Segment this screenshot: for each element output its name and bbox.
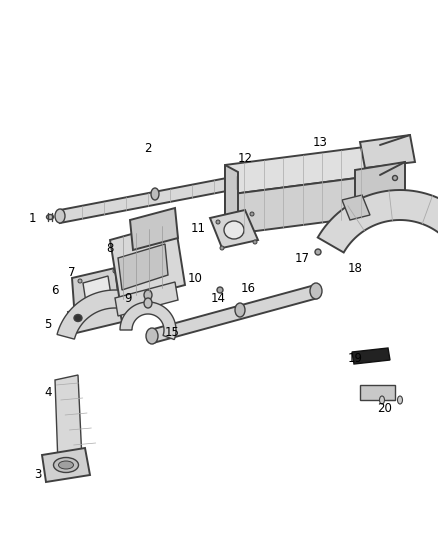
Ellipse shape (315, 249, 321, 255)
Polygon shape (115, 282, 178, 316)
Text: 9: 9 (124, 292, 132, 304)
Ellipse shape (146, 328, 158, 344)
Text: 20: 20 (378, 401, 392, 415)
Text: 18: 18 (348, 262, 362, 274)
Ellipse shape (398, 396, 403, 404)
Polygon shape (57, 290, 145, 339)
Ellipse shape (144, 290, 152, 300)
Text: 7: 7 (68, 265, 76, 279)
Polygon shape (360, 385, 395, 400)
Text: 13: 13 (313, 135, 328, 149)
Ellipse shape (78, 279, 82, 283)
Polygon shape (68, 300, 122, 334)
Ellipse shape (250, 212, 254, 216)
Ellipse shape (76, 316, 80, 320)
Polygon shape (210, 210, 258, 248)
Polygon shape (83, 276, 112, 309)
Ellipse shape (55, 209, 65, 223)
Ellipse shape (59, 461, 74, 469)
Ellipse shape (392, 175, 398, 181)
Text: 19: 19 (347, 351, 363, 365)
Ellipse shape (53, 457, 78, 472)
Polygon shape (42, 448, 90, 482)
Text: 10: 10 (187, 271, 202, 285)
Polygon shape (352, 348, 390, 364)
Text: 11: 11 (191, 222, 205, 235)
Polygon shape (72, 268, 120, 320)
Polygon shape (355, 162, 405, 203)
Polygon shape (118, 244, 168, 290)
Polygon shape (342, 195, 370, 220)
Text: 5: 5 (44, 319, 52, 332)
Polygon shape (60, 172, 258, 223)
Text: 1: 1 (28, 212, 36, 224)
Ellipse shape (144, 298, 152, 308)
Ellipse shape (113, 269, 117, 273)
Ellipse shape (235, 303, 245, 317)
Ellipse shape (217, 287, 223, 293)
Polygon shape (225, 165, 238, 242)
Polygon shape (360, 135, 415, 168)
Polygon shape (225, 175, 380, 235)
Text: 8: 8 (106, 241, 114, 254)
Ellipse shape (224, 221, 244, 239)
Text: 17: 17 (294, 252, 310, 264)
Polygon shape (120, 302, 176, 340)
Polygon shape (110, 222, 185, 302)
Ellipse shape (151, 188, 159, 200)
Ellipse shape (253, 240, 257, 244)
Text: 12: 12 (237, 151, 252, 165)
Polygon shape (130, 208, 178, 250)
Text: 2: 2 (144, 141, 152, 155)
Text: 14: 14 (211, 292, 226, 304)
Text: 3: 3 (34, 469, 42, 481)
Ellipse shape (116, 306, 120, 310)
Ellipse shape (46, 214, 53, 220)
Polygon shape (55, 375, 82, 465)
Ellipse shape (379, 396, 385, 404)
Ellipse shape (253, 171, 263, 185)
Ellipse shape (220, 246, 224, 250)
Ellipse shape (74, 314, 82, 321)
Ellipse shape (216, 220, 220, 224)
Text: 16: 16 (240, 281, 255, 295)
Text: 4: 4 (44, 386, 52, 400)
Text: 6: 6 (51, 284, 59, 296)
Polygon shape (225, 145, 380, 195)
Polygon shape (318, 190, 438, 302)
Text: 15: 15 (165, 326, 180, 338)
Polygon shape (150, 285, 318, 343)
Ellipse shape (310, 283, 322, 299)
